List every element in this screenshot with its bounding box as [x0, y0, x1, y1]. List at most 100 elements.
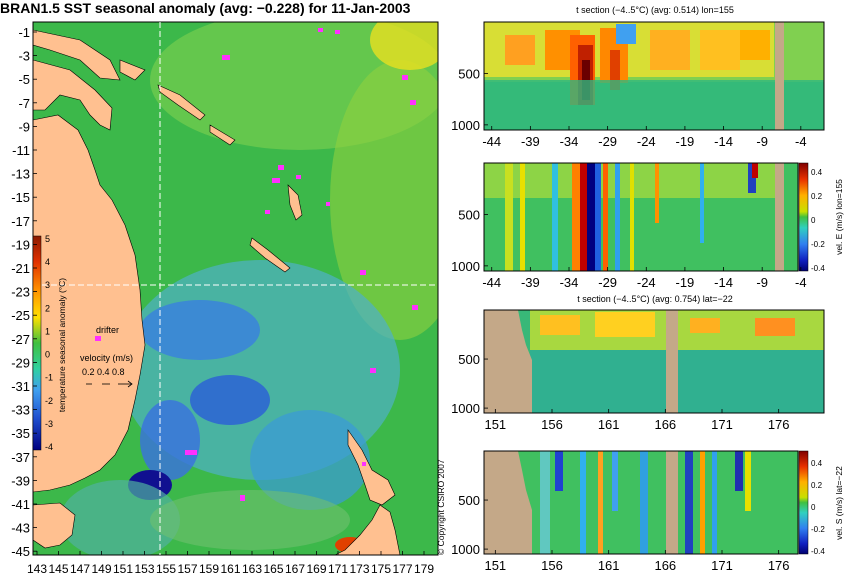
p4-xtick-label: 171: [711, 558, 733, 573]
panel4-yticks: 500 1000: [451, 493, 488, 557]
map-lon-tick-label: 163: [242, 562, 262, 576]
p2-colorbar-tick: 0.4: [811, 168, 823, 177]
p3-ytick-label: 500: [458, 352, 480, 367]
velocity-values: 0.2 0.4 0.8: [82, 367, 125, 377]
panel1-field: [484, 22, 824, 130]
map-lat-tick-label: -33: [11, 403, 30, 418]
p2-xtick-label: -29: [598, 275, 617, 290]
map-lat-tick-label: -45: [11, 544, 30, 559]
map-colorbar-tick: 0: [45, 350, 50, 360]
p1-xtick-label: -19: [676, 134, 695, 149]
map-colorbar-tick: 5: [45, 234, 50, 244]
map-lon-tick-label: 161: [220, 562, 240, 576]
p1-xtick-label: -34: [560, 134, 579, 149]
p1-ytick-label: 500: [458, 66, 480, 81]
panel2-yticks: 500 1000: [451, 207, 488, 274]
p1-ytick-label: 1000: [451, 118, 480, 133]
map-lon-tick-label: 179: [414, 562, 434, 576]
map-colorbar-label: temperature seasonal anomaly (°C): [57, 278, 67, 412]
panel2-field: [484, 163, 798, 271]
p4-ytick-label: 1000: [451, 542, 480, 557]
p4-colorbar-tick: 0.4: [811, 459, 823, 468]
panel4-colorbar-label: vel. S (m/s) lat=−22: [834, 466, 844, 540]
map-lat-tick-label: -25: [11, 308, 30, 323]
p2-xtick-label: -34: [560, 275, 579, 290]
p3-xtick-label: 161: [598, 417, 620, 432]
map-lat-tick-label: -1: [18, 25, 30, 40]
map-lat-tick-label: -23: [11, 285, 30, 300]
map-lon-tick-label: 153: [134, 562, 154, 576]
map-lon-tick-label: 155: [156, 562, 176, 576]
velocity-arrows: [86, 380, 133, 388]
map-colorbar-tick: -3: [45, 419, 53, 429]
p4-xtick-label: 156: [541, 558, 563, 573]
map-lat-tick-label: -35: [11, 426, 30, 441]
p2-colorbar-tick: 0.2: [811, 192, 823, 201]
p4-xtick-label: 161: [598, 558, 620, 573]
p2-xtick-label: -19: [676, 275, 695, 290]
map-lat-ticks: -1 -3 -5 -7 -9 -11 -13 -15 -17 -19 -21 -23 -25 -27 -29…: [11, 25, 37, 559]
p2-colorbar-tick: -0.4: [811, 264, 825, 273]
map-lat-tick-label: -15: [11, 190, 30, 205]
map-lon-tick-label: 157: [177, 562, 197, 576]
map-colorbar-tick: 1: [45, 326, 50, 336]
map-colorbar-tick: 3: [45, 280, 50, 290]
map-lon-tick-label: 169: [306, 562, 326, 576]
p2-ytick-label: 1000: [451, 259, 480, 274]
panel3-title: t section (−4..5°C) (avg: 0.754) lat=−22: [577, 294, 732, 304]
map-lat-tick-label: -11: [12, 143, 30, 158]
map-lon-tick-label: 143: [27, 562, 47, 576]
panel2-colorbar: [798, 162, 809, 272]
p3-xtick-label: 151: [484, 417, 506, 432]
p4-xtick-label: 166: [654, 558, 676, 573]
map-lon-tick-label: 149: [91, 562, 111, 576]
map-colorbar-tick: 4: [45, 257, 50, 267]
map-lon-tick-label: 167: [285, 562, 305, 576]
p2-colorbar-tick: -0.2: [811, 240, 825, 249]
map-colorbar: [32, 235, 42, 451]
panel3-xticks: 151 156 161 166 171 176: [484, 409, 790, 432]
p3-ytick-label: 1000: [451, 401, 480, 416]
panel1-yticks: 500 1000: [451, 66, 488, 133]
map-colorbar-ticks: 5 4 3 2 1 0 -1 -2 -3 -4: [45, 234, 53, 452]
p1-xtick-label: -29: [598, 134, 617, 149]
panel1-title: t section (−4..5°C) (avg: 0.514) lon=155: [576, 5, 734, 15]
p2-xtick-label: -4: [795, 275, 807, 290]
map-colorbar-tick: 2: [45, 303, 50, 313]
map-lat-tick-label: -39: [11, 473, 30, 488]
panel2-colorbar-label: vel. E (m/s) lon=155: [834, 179, 844, 255]
p1-xtick-label: -4: [795, 134, 807, 149]
map-colorbar-tick: -4: [45, 442, 53, 452]
panel4-colorbar-ticks: 0.4 0.2 0 -0.2 -0.4: [811, 459, 825, 556]
p2-xtick-label: -24: [637, 275, 656, 290]
map-lon-tick-label: 175: [371, 562, 391, 576]
velocity-label: velocity (m/s): [80, 353, 133, 363]
p3-xtick-label: 166: [654, 417, 676, 432]
map-lat-tick-label: -21: [11, 261, 30, 276]
map-lat-tick-label: -43: [11, 521, 30, 536]
map-lat-tick-label: -19: [11, 237, 30, 252]
map-lon-tick-label: 173: [349, 562, 369, 576]
map-lat-tick-label: -31: [11, 379, 30, 394]
p1-xtick-label: -39: [521, 134, 540, 149]
panel3-field: [484, 310, 824, 413]
map-lat-tick-label: -17: [11, 214, 30, 229]
p3-xtick-label: 171: [711, 417, 733, 432]
p3-xtick-label: 156: [541, 417, 563, 432]
map-lon-ticks: 143 145 147 149 151 153 155 157 159 161 163 165 167 1…: [27, 551, 434, 576]
map-lat-tick-label: -27: [11, 332, 30, 347]
p1-xtick-label: -24: [637, 134, 656, 149]
map-lon-tick-label: 147: [70, 562, 90, 576]
panel2-colorbar-ticks: 0.4 0.2 0 -0.2 -0.4: [811, 168, 825, 273]
panel4-colorbar: [798, 450, 809, 555]
copyright-text: © Copyright CSIRO 2007: [436, 459, 446, 555]
drifter-label: drifter: [96, 325, 119, 335]
p4-colorbar-tick: 0: [811, 503, 816, 512]
map-lat-tick-label: -37: [11, 450, 30, 465]
p2-xtick-label: -39: [521, 275, 540, 290]
p2-xtick-label: -44: [482, 275, 501, 290]
map-lon-tick-label: 165: [263, 562, 283, 576]
p4-colorbar-tick: -0.4: [811, 547, 825, 556]
map-lon-tick-label: 177: [392, 562, 412, 576]
